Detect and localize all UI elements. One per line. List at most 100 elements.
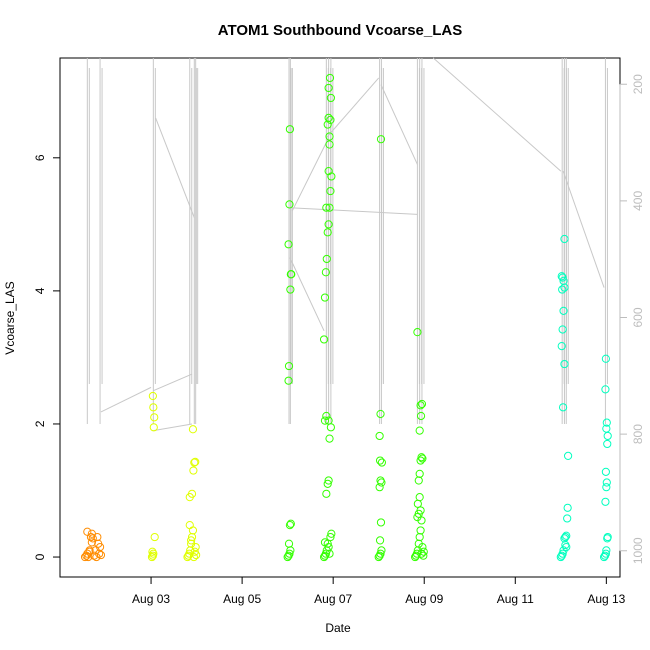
data-point — [419, 551, 428, 560]
profile-connector — [380, 84, 418, 165]
data-point — [561, 532, 570, 542]
data-point — [287, 270, 296, 279]
data-point — [557, 272, 566, 281]
data-point — [324, 220, 333, 229]
profile-connector — [289, 207, 418, 215]
data-point — [602, 418, 611, 427]
data-point — [320, 416, 330, 425]
y-tick-label: 0 — [33, 553, 47, 560]
data-point — [602, 483, 611, 492]
data-point — [417, 399, 427, 409]
data-point — [185, 521, 194, 530]
data-point — [87, 538, 96, 547]
data-point — [284, 361, 294, 371]
data-point — [413, 328, 422, 337]
data-point — [322, 411, 331, 421]
x-tick-label: Aug 11 — [497, 592, 534, 606]
depth-profile-lines — [86, 57, 608, 432]
data-point — [603, 431, 612, 441]
data-point — [561, 540, 570, 550]
data-point — [284, 539, 294, 548]
data-point — [558, 403, 568, 412]
data-point — [325, 434, 334, 443]
data-point — [96, 550, 106, 560]
data-point — [375, 536, 385, 545]
data-point — [188, 526, 198, 535]
x-tick-label: Aug 03 — [132, 592, 170, 606]
data-point — [375, 483, 384, 492]
data-point — [415, 493, 424, 502]
data-point — [413, 499, 422, 508]
data-point — [375, 431, 384, 441]
data-point — [285, 125, 295, 134]
data-point — [324, 83, 333, 93]
data-point — [148, 391, 157, 401]
data-point — [415, 426, 424, 435]
data-point — [191, 457, 200, 466]
data-point — [601, 467, 610, 476]
data-point — [416, 456, 425, 465]
data-point — [603, 532, 612, 542]
data-point — [321, 268, 330, 277]
data-point — [376, 549, 385, 558]
data-point — [416, 411, 426, 421]
data-point — [603, 439, 612, 449]
data-point — [558, 325, 567, 334]
data-point — [192, 550, 201, 560]
data-point — [326, 186, 335, 196]
profile-connector — [155, 117, 195, 218]
data-point — [85, 547, 94, 556]
data-point — [189, 466, 198, 475]
x-axis-label: Date — [325, 621, 351, 635]
data-point — [601, 354, 610, 363]
y-tick-label: 6 — [33, 154, 47, 161]
y-axis-label: Vcoarse_LAS — [3, 281, 17, 354]
data-point — [602, 424, 611, 433]
data-point — [322, 489, 331, 498]
data-point — [602, 478, 611, 487]
data-point — [601, 385, 610, 394]
y-tick-label: 2 — [33, 420, 47, 427]
data-point — [324, 113, 333, 122]
data-point — [327, 172, 336, 181]
data-point — [323, 479, 332, 488]
data-point — [326, 115, 335, 124]
data-point — [418, 542, 427, 552]
data-point — [285, 200, 294, 209]
data-point — [557, 342, 566, 351]
data-point — [149, 423, 158, 432]
data-point — [324, 416, 333, 425]
right-tick-label: 800 — [631, 424, 645, 444]
data-point — [324, 167, 333, 176]
plot-frame — [59, 57, 621, 578]
data-point — [285, 521, 295, 530]
profile-connector — [562, 170, 605, 288]
right-tick-label: 200 — [631, 74, 645, 94]
data-point — [601, 497, 610, 506]
right-depth-axis: 200 400 600 800 1000 — [619, 74, 645, 564]
data-point — [415, 469, 424, 478]
data-point — [414, 476, 423, 485]
y-axis: 0 2 4 6 — [33, 154, 61, 560]
y-tick-label: 4 — [33, 287, 47, 294]
data-point — [415, 532, 424, 542]
data-point — [149, 403, 158, 412]
data-point — [190, 458, 199, 467]
data-point — [558, 285, 567, 294]
data-point — [322, 254, 331, 264]
data-point — [563, 514, 572, 523]
data-point — [325, 203, 334, 212]
data-point — [189, 552, 198, 562]
data-point — [416, 401, 425, 410]
data-point — [376, 409, 385, 419]
data-point — [560, 283, 569, 292]
profile-connector — [291, 137, 330, 212]
data-point — [188, 425, 198, 434]
data-point — [83, 527, 92, 536]
data-point — [323, 228, 332, 237]
data-point — [558, 273, 567, 282]
profile-connector — [289, 257, 325, 332]
data-point — [150, 532, 159, 542]
x-axis: Aug 03 Aug 05 Aug 07 Aug 09 Aug 11 Aug 13 — [132, 576, 626, 606]
data-point — [562, 531, 571, 540]
